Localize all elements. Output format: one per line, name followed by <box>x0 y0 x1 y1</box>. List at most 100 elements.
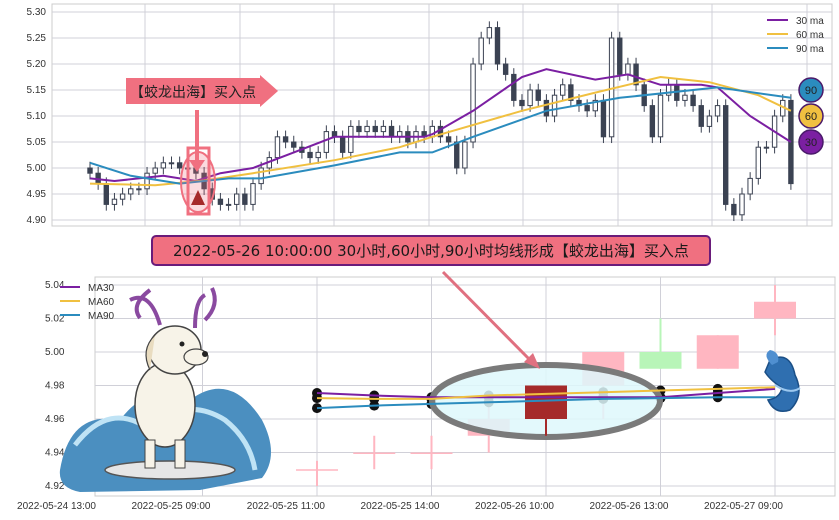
candle <box>470 63 476 143</box>
ma-badge-label: 90 <box>805 85 817 97</box>
candle <box>372 125 378 133</box>
legend-label: 60 ma <box>796 30 824 41</box>
candle <box>543 99 550 117</box>
ma-line-MA30 <box>316 387 776 399</box>
candle <box>568 84 574 101</box>
candle <box>639 352 682 369</box>
candle <box>356 125 362 133</box>
y-tick-label: 5.04 <box>45 280 65 291</box>
legend-label: 90 ma <box>796 44 824 55</box>
candle <box>462 141 468 169</box>
banner-text: 2022-05-26 10:00:00 30小时,60小时,90小时均线形成【蛟… <box>173 242 689 260</box>
candle <box>690 94 696 107</box>
annotation-label: 【蛟龙出海】买入点 <box>130 85 256 101</box>
pointer-arrow <box>441 270 534 364</box>
candle <box>250 183 256 205</box>
candle <box>323 131 330 153</box>
ma-line-90-ma <box>89 86 792 185</box>
candle <box>525 385 567 419</box>
candle <box>307 151 313 159</box>
candle <box>315 151 321 159</box>
candle <box>388 125 395 138</box>
candle <box>714 105 721 117</box>
x-tick-label: 2022-05-25 11:00 <box>247 501 326 512</box>
candle <box>103 183 109 205</box>
candle <box>657 94 664 138</box>
ma-line-MA90 <box>316 396 775 410</box>
candle <box>234 193 240 205</box>
x-tick-label: 2022-05-25 09:00 <box>132 501 211 512</box>
candle <box>353 452 396 454</box>
signal-pointer <box>195 110 199 165</box>
candle <box>486 27 493 39</box>
dragon-illustration <box>764 350 801 412</box>
candle <box>600 99 607 138</box>
x-tick-label: 2022-05-27 09:00 <box>704 501 783 512</box>
candle <box>176 162 183 169</box>
candle <box>380 125 387 133</box>
candle <box>144 172 150 190</box>
x-tick-label: 2022-05-25 14:00 <box>361 501 440 512</box>
pointer-head <box>189 160 205 172</box>
candle <box>625 63 631 75</box>
candle <box>617 37 623 75</box>
candle <box>454 141 460 169</box>
candle <box>225 203 232 206</box>
candle <box>511 73 517 101</box>
banner: 2022-05-26 10:00:00 30小时,60小时,90小时均线形成【蛟… <box>151 235 711 266</box>
candle <box>633 63 639 86</box>
candle <box>723 105 729 205</box>
x-tick-label: 2022-05-24 13:00 <box>17 501 96 512</box>
candle <box>698 105 704 127</box>
candle <box>291 141 297 148</box>
y-tick-label: 5.10 <box>27 111 47 122</box>
signal-triangle-icon <box>191 190 205 205</box>
y-tick-label: 4.94 <box>45 448 65 459</box>
ma-point <box>312 393 322 404</box>
y-tick-label: 4.98 <box>45 381 65 392</box>
y-tick-label: 5.00 <box>27 163 47 174</box>
legend-label: MA60 <box>88 297 115 308</box>
candle <box>339 136 346 153</box>
candle <box>296 469 338 471</box>
candle <box>168 162 175 165</box>
y-tick-label: 4.95 <box>27 189 47 200</box>
y-tick-label: 4.92 <box>45 481 65 492</box>
legend-label: MA30 <box>88 283 115 294</box>
y-tick-label: 5.02 <box>45 314 65 325</box>
buy-point-annotation: 【蛟龙出海】买入点 <box>126 75 278 216</box>
ma-badge <box>798 129 824 155</box>
candle <box>535 89 541 101</box>
y-tick-label: 5.15 <box>27 85 47 96</box>
candle <box>494 27 501 65</box>
candle <box>111 198 118 205</box>
ma-badge <box>798 77 824 103</box>
legend-label: MA90 <box>88 311 115 322</box>
signal-box <box>186 146 211 216</box>
candle <box>258 167 264 185</box>
y-tick-label: 5.25 <box>27 33 47 44</box>
y-tick-label: 5.20 <box>27 59 47 70</box>
ma-line-30-ma <box>89 68 792 183</box>
candle <box>364 125 370 133</box>
ma-badge-label: 30 <box>805 137 817 149</box>
candle <box>274 136 281 159</box>
candle <box>410 452 453 454</box>
candle <box>584 105 590 112</box>
ma-point <box>312 403 322 414</box>
candle <box>560 84 566 96</box>
y-tick-label: 4.90 <box>27 215 47 226</box>
candle <box>754 301 796 319</box>
candle <box>696 335 739 369</box>
candle <box>592 99 598 112</box>
candle <box>682 94 688 101</box>
candle <box>747 177 753 195</box>
top-chart: 5.30 5.25 5.20 5.15 5.10 5.05 5.00 4.95 4.90 30 m… <box>27 3 833 227</box>
y-tick-label: 5.00 <box>45 347 65 358</box>
candle <box>739 193 745 216</box>
candle <box>128 188 134 195</box>
candle <box>502 63 509 75</box>
x-tick-label: 2022-05-26 13:00 <box>590 501 669 512</box>
candle <box>119 193 126 200</box>
